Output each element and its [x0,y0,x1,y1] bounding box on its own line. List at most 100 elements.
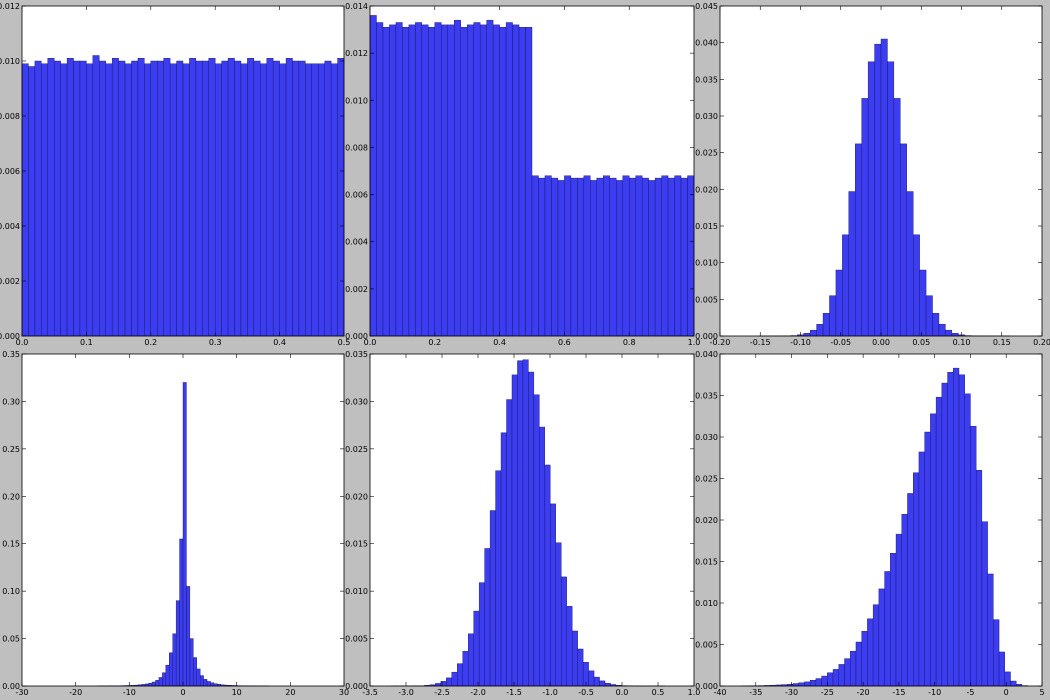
bar [804,681,811,687]
x-tick-label: -0.10 [790,338,811,347]
bar [555,542,562,687]
y-tick-label: 0.20 [2,492,20,501]
x-tick-label: 0.0 [616,688,629,697]
bar [199,675,204,687]
bar [635,175,643,337]
bar [993,619,1000,687]
bar [872,604,880,687]
y-tick-label: 0.004 [345,238,368,247]
y-tick-label: 0.035 [695,392,718,401]
y-tick-label: 0.005 [345,635,368,644]
bar [577,648,584,687]
bar [182,382,187,687]
bar [583,175,591,337]
x-tick-label: -1.5 [506,688,522,697]
bar [389,24,397,337]
y-tick-label: 0.000 [0,332,20,341]
bar [279,63,287,337]
bar [428,27,436,337]
x-tick-label: 0.2 [144,338,157,347]
bar [157,60,164,337]
x-tick-label: -20 [69,688,82,697]
bar [169,652,173,687]
bar [489,510,496,687]
bar [311,63,319,337]
bar [815,678,822,687]
bar [479,24,487,337]
bar [827,672,834,687]
bar [247,58,255,337]
bar [495,470,502,687]
bar [240,63,248,337]
bar [938,324,946,337]
y-tick-label: 0.030 [345,397,368,406]
bar [564,175,572,337]
bar [305,63,312,337]
bar [930,413,937,687]
bar [821,675,828,687]
bar [272,60,280,337]
bar [47,58,55,337]
bar [421,24,429,337]
y-tick-label: 0.25 [2,445,20,454]
bar [175,600,180,687]
bar [842,234,849,337]
y-tick-label: 0.004 [0,222,20,231]
x-tick-label: -0.15 [750,338,771,347]
bar [539,426,546,687]
bar [577,177,585,337]
bar [402,27,410,337]
x-tick-label: 20 [285,688,295,697]
bar [522,359,529,687]
bar [446,677,452,687]
bar [21,63,29,337]
bar [492,24,500,337]
x-tick-label: -20 [857,688,870,697]
bar [457,663,463,687]
bar [661,175,669,337]
bar [189,58,197,337]
bar [890,553,897,687]
y-tick-label: 0.015 [695,558,718,567]
x-tick-label: 0.1 [80,338,93,347]
y-tick-label: 0.025 [695,475,718,484]
bar [34,60,42,337]
bar [210,682,215,687]
bar [176,60,184,337]
bar [867,61,875,337]
y-tick-label: 0.030 [695,433,718,442]
bar [186,586,191,687]
bar [603,175,610,337]
bar [253,60,261,337]
bar [163,58,171,337]
bar [907,493,914,687]
bar [667,177,675,337]
x-tick-label: 0.8 [623,338,636,347]
bar [28,66,36,337]
x-tick-label: 0 [180,688,185,697]
y-tick-label: 0.000 [345,682,368,691]
bar [266,58,274,337]
bar [919,269,927,337]
bar [528,371,535,687]
y-tick-label: 0.10 [2,587,20,596]
y-tick-label: 0.045 [695,2,718,11]
bar [221,60,229,337]
bar [531,175,539,337]
bar [206,681,211,687]
bar [454,19,461,337]
plot-frame [719,353,1043,687]
bar [468,633,474,687]
bar [451,671,458,687]
bar [816,324,824,337]
plot-frame [21,5,345,337]
bar [1010,680,1017,687]
bar [318,63,325,337]
bar [648,180,656,337]
bar [118,60,126,337]
bar [408,24,416,337]
bar [369,15,377,337]
bar [538,177,546,337]
bar [214,63,222,337]
bar [462,650,469,687]
